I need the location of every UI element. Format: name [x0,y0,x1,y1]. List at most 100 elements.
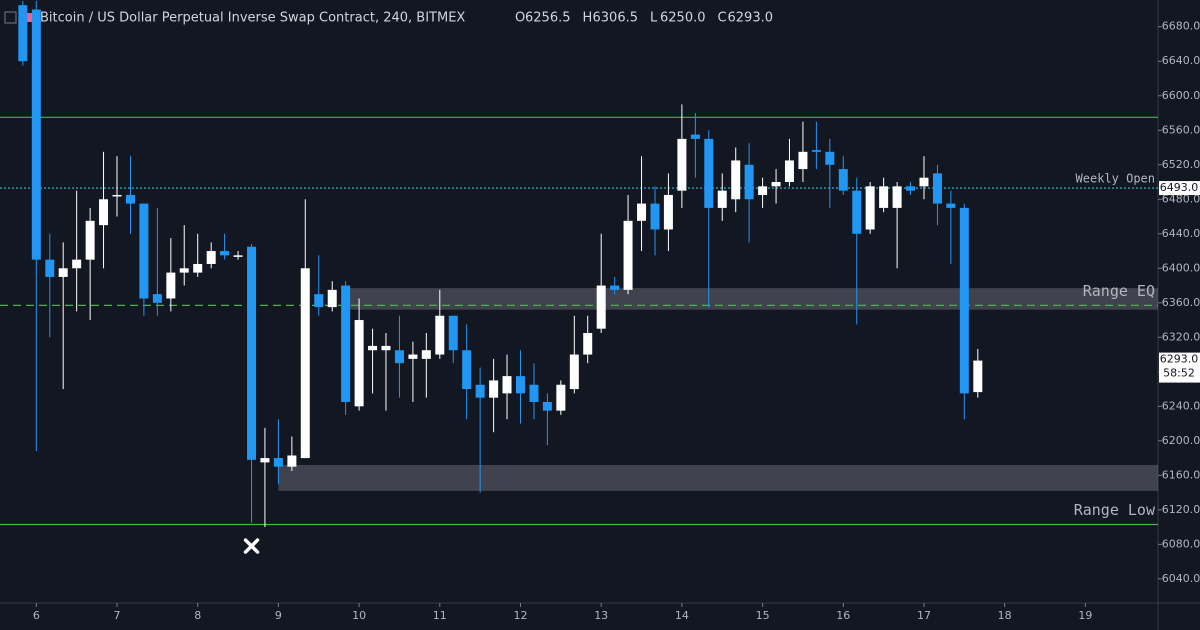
candle-body [99,199,109,226]
line-label: Weekly Open [1076,172,1155,186]
candle-body [865,186,875,230]
candle-body [112,194,122,197]
y-tick-label: 6400.0 [1162,261,1200,274]
candle-body [906,186,916,191]
candle-body [919,177,929,187]
candle-body [287,455,297,467]
x-tick-label: 17 [917,609,931,622]
candle-body [448,315,458,351]
candle-body [556,384,566,411]
candle-body [704,138,714,208]
candle-body [623,220,633,290]
candle-body [811,150,821,152]
candle-body [260,458,270,463]
candle-body [973,360,983,393]
x-tick-label: 7 [114,609,121,622]
x-tick-label: 12 [513,609,527,622]
candle-body [58,268,68,277]
y-tick-label: 6200.0 [1162,434,1200,447]
candle-body [946,203,956,208]
candle-body [959,207,969,394]
ohlc-key: C [718,11,727,26]
y-tick-label: 6360.0 [1162,296,1200,309]
line-label: Range EQ [1083,282,1155,300]
candle-body [502,376,512,394]
candle-body [206,251,216,264]
y-tick-label: 6680.0 [1162,20,1200,33]
y-tick-label: 6520.0 [1162,158,1200,171]
price-badge [1159,181,1200,196]
candle-body [435,315,445,355]
candle-body [394,350,404,364]
line-label: Range Low [1074,501,1156,519]
candle-body [838,169,848,191]
symbol-icon [25,13,34,22]
candle-body [193,263,203,273]
candle-body [462,350,472,390]
candle-body [663,194,673,230]
candle-body [72,259,82,269]
zone [278,464,1158,491]
layout-icon[interactable] [4,11,17,24]
candle-body [731,160,741,200]
candle-body [354,320,364,407]
y-tick-label: 6640.0 [1162,54,1200,67]
candle-body [314,294,324,308]
candle-body [879,186,889,208]
y-tick-label: 6320.0 [1162,330,1200,343]
candle-body [327,289,337,308]
ohlc-key: O [515,11,525,26]
candle-body [596,285,606,329]
y-tick-label: 6240.0 [1162,399,1200,412]
candle-body [529,384,539,402]
ohlc-value: 6256.5 [525,11,571,26]
x-marker [243,538,260,554]
x-tick-label: 14 [675,609,689,622]
candle-body [166,272,176,299]
candle-body [368,345,378,351]
candle-body [717,190,727,208]
ohlc-key: L [650,11,658,26]
candle-body [610,285,620,290]
candle-body [650,203,660,230]
candle-body [139,203,149,299]
last-price-badge [1159,352,1200,383]
price-badge-label: 6493.0 [1160,181,1199,194]
x-tick-label: 8 [194,609,201,622]
candle-body [852,190,862,234]
chart-title: Bitcoin / US Dollar Perpetual Inverse Sw… [40,11,465,26]
candle-body [475,384,485,398]
y-tick-label: 6600.0 [1162,89,1200,102]
y-tick-label: 6560.0 [1162,123,1200,136]
candle-body [825,151,835,165]
x-tick-label: 10 [352,609,366,622]
y-tick-label: 6080.0 [1162,537,1200,550]
candle-body [771,182,781,187]
y-tick-label: 6120.0 [1162,503,1200,516]
candle-body [341,285,351,402]
candle-body [569,354,579,390]
candle-body [45,259,55,277]
candle-body [125,194,135,204]
candle-body [489,380,499,398]
x-tick-label: 15 [756,609,770,622]
candle-body [690,134,700,139]
candle-body [179,268,189,273]
candle-body [421,350,431,359]
candle-body [798,151,808,170]
candle-body [152,294,162,303]
ohlc-value: 6250.0 [660,11,706,26]
candle-body [18,5,28,62]
candle-body [542,402,552,411]
candle-body [220,251,230,256]
candle-body [85,220,95,260]
ohlc-key: H [583,11,593,26]
x-tick-label: 19 [1078,609,1092,622]
zone [345,288,1158,310]
candle-body [247,246,257,460]
candle-body [273,458,283,467]
x-tick-label: 6 [33,609,40,622]
y-tick-label: 6160.0 [1162,468,1200,481]
x-tick-label: 13 [594,609,608,622]
